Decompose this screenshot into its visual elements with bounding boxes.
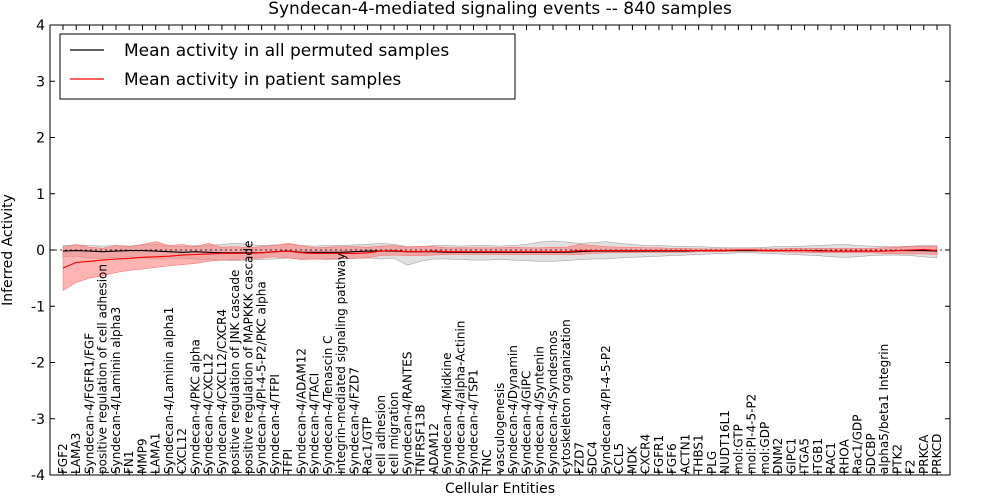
chart-title: Syndecan-4-mediated signaling events -- … bbox=[268, 0, 732, 19]
plot-area: -4 -3 -2 -1 0 1 2 3 4 FGF2 LAMA3 Syndecan-4/FGFR1/F… bbox=[31, 18, 951, 484]
x-tick-label: Syndecan-4/PI-4-5-P2/PKC alpha bbox=[255, 281, 269, 474]
x-tick-label: CXCL12 bbox=[175, 428, 189, 474]
x-tick-label: vasculogenesis bbox=[493, 383, 507, 474]
x-tick-label: PRKCD bbox=[930, 434, 944, 474]
x-tick-label: Syndecan-4/CXCL12/CXCR4 bbox=[215, 309, 229, 474]
x-tick-label: CCL5 bbox=[612, 443, 626, 474]
y-tick-label: -1 bbox=[31, 299, 45, 315]
x-tick-label: FZD7 bbox=[573, 442, 587, 474]
x-tick-label: ADAM12 bbox=[427, 423, 441, 474]
x-tick-label: GIPC1 bbox=[784, 438, 798, 474]
x-tick-label: LAMA3 bbox=[69, 433, 83, 474]
y-tick-label: 3 bbox=[36, 74, 45, 90]
x-tick-label: Rac1/GDP bbox=[851, 415, 865, 474]
x-tick-label: Syndecan-4/TACI bbox=[308, 373, 322, 474]
x-tick-label: Syndecan-4/alpha-Actinin bbox=[453, 321, 467, 474]
x-tick-label: NUDT16L1 bbox=[718, 410, 732, 474]
x-tick-label: TNC bbox=[480, 449, 494, 475]
x-tick-label: RHOA bbox=[837, 438, 851, 474]
x-axis-label: Cellular Entities bbox=[445, 481, 555, 497]
x-tick-label: ITGB1 bbox=[811, 438, 825, 474]
x-tick-label: PTK2 bbox=[890, 444, 904, 474]
x-tick-label: cytoskeleton organization bbox=[559, 319, 573, 474]
y-axis-label: Inferred Activity bbox=[0, 194, 16, 306]
x-tick-label: FN1 bbox=[122, 450, 136, 474]
x-tick-label: PLG bbox=[705, 451, 719, 474]
x-tick-label: FGF6 bbox=[665, 443, 679, 474]
y-tick-label: 0 bbox=[36, 243, 45, 259]
x-tick-label: Syndecan-4/ADAM12 bbox=[294, 348, 308, 474]
x-tick-label: Syndecan-4/GIPC bbox=[520, 371, 534, 474]
x-tick-label: CXCR4 bbox=[639, 434, 653, 474]
x-tick-label: positive regulation of MAPKKK cascade bbox=[241, 241, 255, 474]
x-tick-label: FGF2 bbox=[56, 443, 70, 474]
x-tick-label: TFPI bbox=[281, 449, 295, 475]
x-tick-label: TNFRSF13B bbox=[414, 404, 428, 475]
x-tick-label: THBS1 bbox=[692, 434, 706, 475]
legend: Mean activity in all permuted samples Me… bbox=[59, 33, 516, 100]
y-tick-label: -2 bbox=[31, 356, 45, 372]
x-tick-label: Syndecan-4/Syndesmos bbox=[546, 330, 560, 474]
x-tick-label: positive regulation of cell adhesion bbox=[96, 264, 110, 474]
x-tick-label: alpha5/beta1 Integrin bbox=[877, 344, 891, 474]
x-tick-label: SDCBP bbox=[864, 433, 878, 474]
x-tick-label: cell adhesion bbox=[374, 395, 388, 474]
legend-label-patient: Mean activity in patient samples bbox=[124, 70, 401, 90]
y-tick-label: 4 bbox=[36, 18, 45, 34]
x-tick-label: mol:GTP bbox=[731, 424, 745, 474]
x-tick-label: mol:GDP bbox=[758, 422, 772, 474]
x-tick-label: Syndecan-4/PKC alpha bbox=[188, 339, 202, 474]
x-tick-label: LAMA1 bbox=[149, 433, 163, 474]
x-tick-label: PRKCA bbox=[917, 434, 931, 474]
x-tick-label: Syndecan-4/Tenascin C bbox=[321, 335, 335, 474]
legend-label-permuted: Mean activity in all permuted samples bbox=[124, 41, 449, 61]
x-tick-label: FGFR1 bbox=[652, 435, 666, 474]
x-tick-label: MMP9 bbox=[136, 438, 150, 474]
x-tick-label: integrin-mediated signaling pathway bbox=[334, 253, 348, 474]
x-tick-label: Syndecan-4/Midkine bbox=[440, 353, 454, 474]
y-tick-label: 2 bbox=[36, 131, 45, 147]
x-tick-label: mol:PI-4-5-P2 bbox=[745, 394, 759, 474]
x-tick-label: Syndecan-4/Laminin alpha1 bbox=[162, 307, 176, 474]
x-tick-label: Syndecan-4/TFPI bbox=[268, 374, 282, 474]
x-tick-label: ITGA5 bbox=[798, 438, 812, 474]
patient-band bbox=[62, 241, 938, 291]
x-tick-label: Syndecan-4/FZD7 bbox=[347, 367, 361, 474]
x-tick-label: Syndecan-4/RANTES bbox=[400, 352, 414, 474]
legend-frame bbox=[59, 33, 516, 100]
x-tick-label: cell migration bbox=[387, 392, 401, 474]
y-tick-label: 1 bbox=[36, 187, 45, 203]
x-tick-label: DNM2 bbox=[771, 438, 785, 474]
x-tick-label: Syndecan-4/PI-4-5-P2 bbox=[599, 345, 613, 474]
x-tick-label: Syndecan-4/CXCL12 bbox=[202, 353, 216, 474]
y-tick-label: -3 bbox=[31, 412, 45, 428]
x-tick-label: Syndecan-4/TSP1 bbox=[467, 369, 481, 474]
y-tick-label: -4 bbox=[31, 468, 45, 484]
x-tick-label: RAC1 bbox=[824, 442, 838, 474]
x-tick-label: positive regulation of JNK cascade bbox=[228, 270, 242, 474]
x-tick-label: Syndecan-4/Laminin alpha3 bbox=[109, 307, 123, 474]
x-tick-label: Syndecan-4/FGFR1/FGF bbox=[83, 333, 97, 474]
x-tick-label: Rac1/GTP bbox=[361, 417, 375, 474]
patient-mean-line bbox=[62, 248, 938, 269]
x-tick-label: MDK bbox=[625, 445, 639, 474]
x-tick-label: F2 bbox=[904, 459, 918, 474]
x-tick-label: ACTN1 bbox=[678, 434, 692, 474]
x-tick-label: SDC4 bbox=[586, 441, 600, 474]
x-tick-label: Syndecan-4/Syntenin bbox=[533, 346, 547, 474]
x-tick-label: Syndecan-4/Dynamin bbox=[506, 345, 520, 474]
